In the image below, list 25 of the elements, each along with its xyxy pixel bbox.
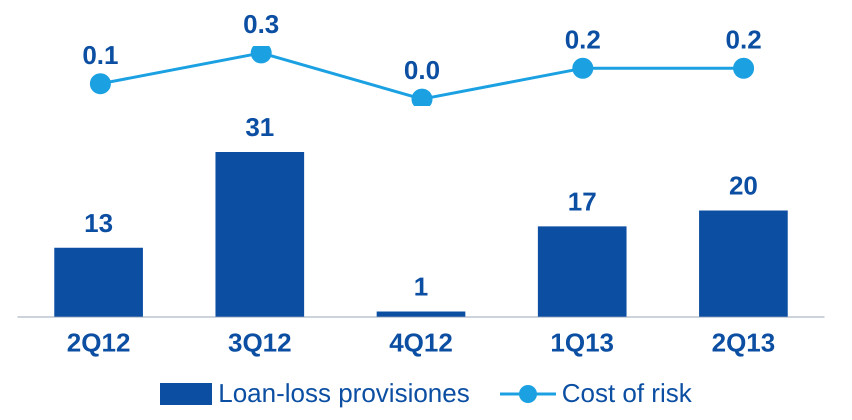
- point: [733, 58, 754, 79]
- legend-label: Cost of risk: [562, 378, 692, 409]
- bar: [538, 226, 627, 317]
- data-label: 1: [414, 272, 428, 302]
- x-tick-label: 2Q12: [66, 328, 130, 358]
- x-tick-label: 3Q12: [228, 328, 292, 358]
- bar: [376, 311, 466, 317]
- data-label: 0.1: [82, 40, 118, 70]
- bar: [54, 248, 143, 317]
- data-label: 31: [245, 112, 274, 142]
- data-label: 0.0: [404, 55, 440, 86]
- data-label: 0.2: [726, 24, 762, 54]
- point: [572, 58, 594, 79]
- data-label: 0.2: [564, 24, 601, 54]
- data-label: 20: [728, 170, 758, 201]
- x-tick-label: 2Q13: [712, 328, 776, 358]
- bar: [699, 210, 788, 317]
- x-tick-label: 1Q13: [550, 328, 614, 358]
- legend-label: Loan-loss provisiones: [218, 378, 470, 409]
- data-label: 17: [568, 186, 597, 217]
- point: [90, 73, 111, 94]
- data-label: 0.3: [243, 9, 280, 40]
- bar: [215, 152, 304, 317]
- x-tick-label: 4Q12: [389, 328, 453, 358]
- data-label: 13: [84, 208, 114, 238]
